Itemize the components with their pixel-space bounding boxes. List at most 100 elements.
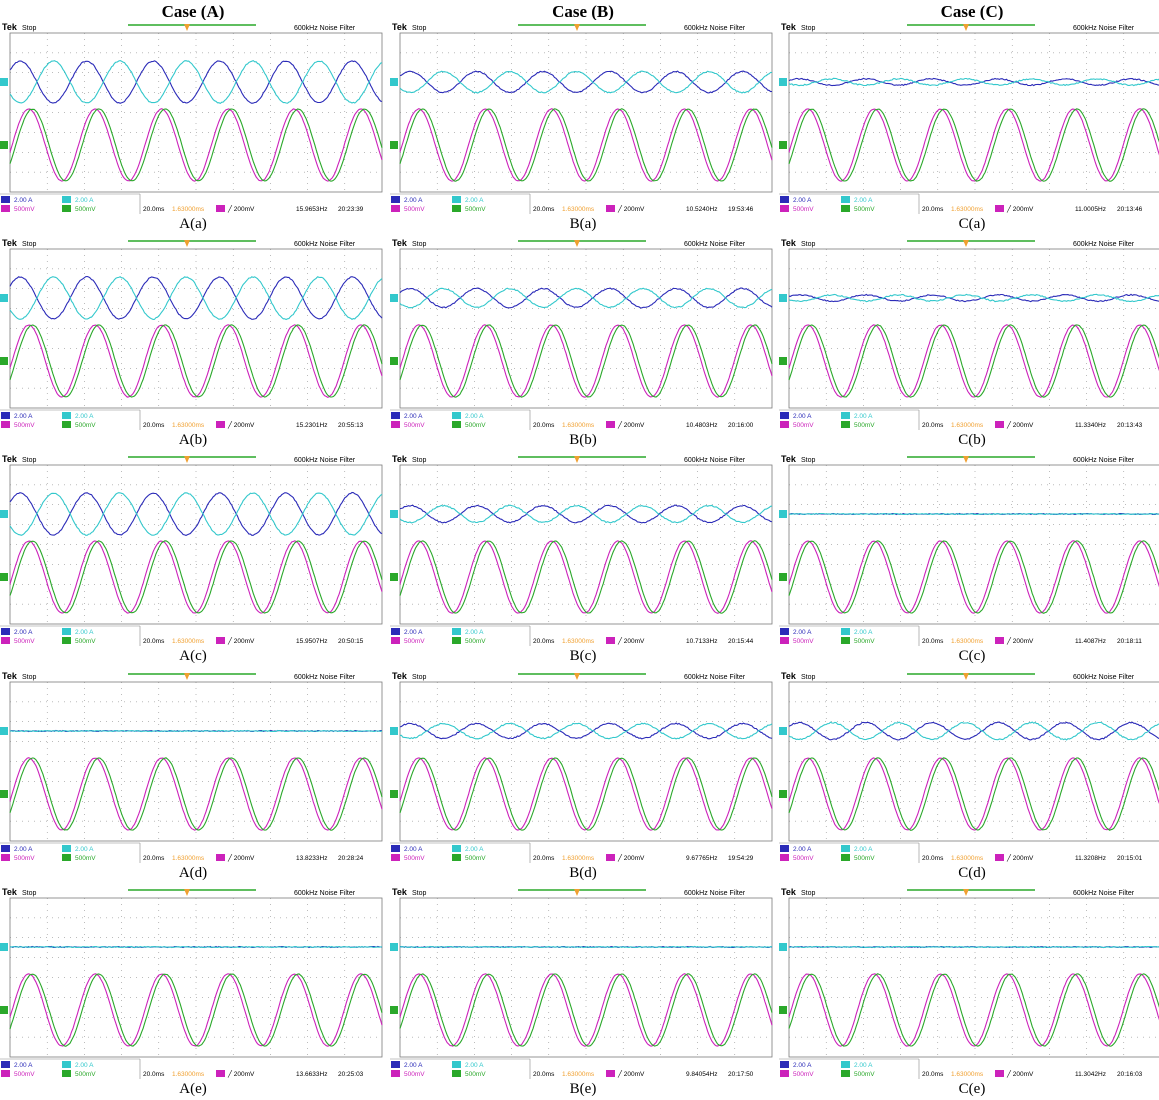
ch4-scale: 500mV <box>854 206 875 213</box>
ch1-scale: 2.00 A <box>793 197 812 204</box>
ch4-scale: 500mV <box>75 855 96 862</box>
ch1-scale: 2.00 A <box>14 1062 33 1069</box>
readout-bar <box>0 626 386 646</box>
screen-background <box>390 236 776 430</box>
scope-brand: Tek <box>2 454 18 464</box>
timestamp-readout: 20:15:01 <box>1117 855 1143 862</box>
scope-brand: Tek <box>781 454 797 464</box>
timestamp-readout: 19:53:46 <box>728 206 754 213</box>
trigger-source-badge <box>606 637 615 644</box>
ch2-scale: 2.00 A <box>465 197 484 204</box>
noise-filter-label: 600kHz Noise Filter <box>1073 241 1135 248</box>
ch1-scale: 2.00 A <box>793 413 812 420</box>
ch1-scale: 2.00 A <box>793 846 812 853</box>
timestamp-readout: 20:16:03 <box>1117 1071 1143 1078</box>
trigger-position-icon <box>574 240 580 247</box>
oscilloscope-screen: Tek Stop 600kHz Noise Filter 2.00 A 2.00 A 50… <box>779 236 1159 430</box>
trigger-position-readout: 1.63000ms <box>172 422 205 429</box>
ch2-scale: 2.00 A <box>854 629 873 636</box>
ch3-voltage-trace <box>788 540 1159 614</box>
ch4-voltage-trace <box>788 973 1159 1047</box>
readout-bar <box>0 843 386 863</box>
ch2-current-trace <box>9 945 383 949</box>
ch4-badge <box>452 421 461 428</box>
timebase-readout: 20.0ms <box>922 638 944 645</box>
scope-status: Stop <box>22 25 37 32</box>
ch3-badge <box>1 1070 10 1077</box>
panel-caption: B(a) <box>569 216 597 232</box>
ch2-badge <box>452 1061 461 1068</box>
ch2-current-trace <box>399 70 773 94</box>
ch4-scale: 500mV <box>465 1071 486 1078</box>
column-header-b: Case (B) <box>552 2 614 21</box>
ch2-badge <box>62 196 71 203</box>
ch2-marker <box>0 943 8 951</box>
graticule <box>399 248 773 409</box>
ch2-marker <box>779 294 787 302</box>
ch4-voltage-trace <box>9 540 383 614</box>
ch2-marker <box>390 294 398 302</box>
panel-caption: C(b) <box>958 432 986 448</box>
ch4-badge <box>841 1070 850 1077</box>
panel-caption: C(d) <box>958 865 986 881</box>
trigger-position-icon <box>963 456 969 463</box>
screen-background <box>390 885 776 1079</box>
screen-background <box>0 236 386 430</box>
graticule <box>788 248 1159 409</box>
scope-brand: Tek <box>392 238 408 248</box>
ch2-scale: 2.00 A <box>75 413 94 420</box>
graticule <box>399 32 773 193</box>
ch4-marker <box>0 790 8 798</box>
frequency-readout: 11.3208Hz <box>1075 855 1106 862</box>
graticule <box>9 897 383 1058</box>
ch2-marker <box>0 510 8 518</box>
ch3-badge <box>391 1070 400 1077</box>
ch2-badge <box>841 845 850 852</box>
ch4-badge <box>841 205 850 212</box>
ch2-current-trace <box>788 512 1159 516</box>
scope-panel: Tek Stop 600kHz Noise Filter 2.00 A 2.00 A 50… <box>779 885 1159 1100</box>
ch1-scale: 2.00 A <box>404 846 423 853</box>
scope-brand: Tek <box>781 22 797 32</box>
ch4-voltage-trace <box>399 108 773 182</box>
trigger-position-readout: 1.63000ms <box>951 422 984 429</box>
ch4-marker <box>779 357 787 365</box>
ch2-marker <box>779 943 787 951</box>
timestamp-readout: 20:15:44 <box>728 638 754 645</box>
scope-panel: Tek Stop 600kHz Noise Filter 2.00 A 2.00 A 50… <box>390 236 776 451</box>
ch2-current-trace <box>399 945 773 949</box>
ch2-badge <box>62 845 71 852</box>
oscilloscope-screen: Tek Stop 600kHz Noise Filter 2.00 A 2.00 A 50… <box>779 669 1159 863</box>
trigger-position-readout: 1.63000ms <box>172 1071 205 1078</box>
scope-status: Stop <box>801 674 816 681</box>
oscilloscope-screen: Tek Stop 600kHz Noise Filter 2.00 A 2.00 A 50… <box>0 452 386 646</box>
noise-filter-label: 600kHz Noise Filter <box>294 25 356 32</box>
ch1-current-trace <box>9 60 383 104</box>
ch2-badge <box>62 412 71 419</box>
ch1-current-trace <box>788 721 1159 741</box>
ch1-badge <box>1 845 10 852</box>
ch1-badge <box>780 845 789 852</box>
ch3-badge <box>391 205 400 212</box>
ch3-badge <box>391 637 400 644</box>
ch4-scale: 500mV <box>854 638 875 645</box>
frequency-readout: 10.4803Hz <box>686 422 717 429</box>
screen-background <box>779 885 1159 1079</box>
trigger-position-readout: 1.63000ms <box>951 1071 984 1078</box>
noise-filter-label: 600kHz Noise Filter <box>684 890 746 897</box>
trigger-position-icon <box>184 456 190 463</box>
screen-background <box>0 885 386 1079</box>
ch3-scale: 500mV <box>404 855 425 862</box>
scope-panel: Tek Stop 600kHz Noise Filter 2.00 A 2.00 A 50… <box>0 885 386 1100</box>
ch1-scale: 2.00 A <box>404 1062 423 1069</box>
readout-bar <box>779 410 1159 430</box>
ch4-scale: 500mV <box>465 855 486 862</box>
ch1-scale: 2.00 A <box>14 413 33 420</box>
screen-background <box>0 20 386 214</box>
frequency-readout: 10.7133Hz <box>686 638 717 645</box>
ch3-voltage-trace <box>9 757 383 831</box>
ch4-voltage-trace <box>788 108 1159 182</box>
ch4-badge <box>841 854 850 861</box>
noise-filter-label: 600kHz Noise Filter <box>294 890 356 897</box>
scope-brand: Tek <box>392 671 408 681</box>
